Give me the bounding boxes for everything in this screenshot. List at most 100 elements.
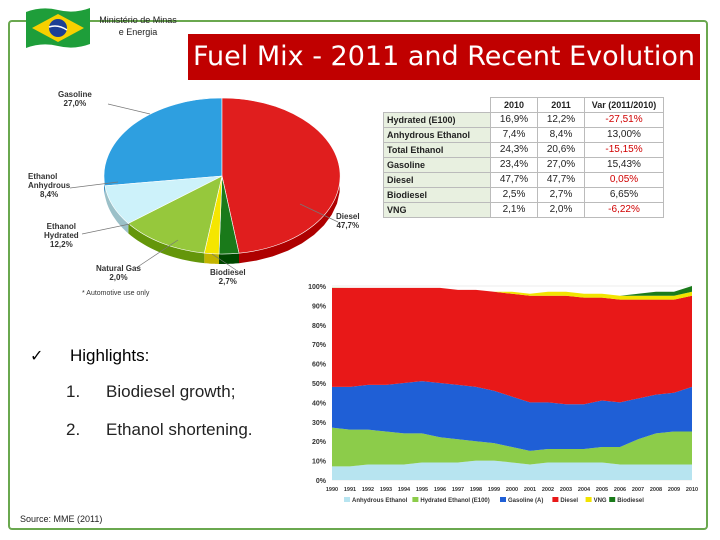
x-tick-label: 1996 <box>434 487 446 493</box>
table-cell-var: 0,05% <box>584 172 664 188</box>
table-cell-label: Gasoline <box>383 157 491 173</box>
table-cell-label: Total Ethanol <box>383 142 491 158</box>
table-cell-var: -15,15% <box>584 142 664 158</box>
table-cell-label: Biodiesel <box>383 187 491 203</box>
x-tick-label: 2010 <box>686 487 698 493</box>
pie-leader-line <box>69 181 119 189</box>
pie-leader-line <box>211 253 237 271</box>
table-row: Diesel 47,7% 47,7% 0,05% <box>383 172 664 188</box>
table-cell-var: 15,43% <box>584 157 664 173</box>
table-cell-var: 6,65% <box>584 187 664 203</box>
x-tick-label: 2009 <box>668 487 680 493</box>
y-tick-label: 0% <box>316 478 327 485</box>
table-cell-2010: 47,7% <box>490 172 538 188</box>
y-tick-label: 20% <box>312 439 327 446</box>
pie-side-biodiesel <box>219 253 239 264</box>
legend-swatch <box>609 497 616 502</box>
table-cell-2010: 16,9% <box>490 112 538 128</box>
highlight-number-2: 2. <box>66 420 81 439</box>
area-series-biodiesel <box>332 286 692 296</box>
table-header-2010: 2010 <box>490 97 538 113</box>
pie-slice-ethanol-hydrated <box>127 175 223 254</box>
x-tick-label: 1993 <box>380 487 392 493</box>
legend-label: Biodiesel <box>617 498 644 504</box>
x-tick-label: 1995 <box>416 487 428 493</box>
y-tick-label: 70% <box>312 342 327 349</box>
table-cell-2011: 8,4% <box>537 127 585 143</box>
y-tick-label: 30% <box>312 420 327 427</box>
table-cell-2011: 47,7% <box>537 172 585 188</box>
slide-frame <box>8 20 708 530</box>
legend-swatch <box>500 497 506 502</box>
y-tick-label: 100% <box>308 284 327 291</box>
x-tick-label: 1997 <box>452 487 464 493</box>
table-header-2011: 2011 <box>537 97 585 113</box>
highlight-text-2: Ethanol shortening. <box>106 420 253 439</box>
pie-label-diesel: Diesel 47,7% <box>336 212 360 230</box>
table-cell-label: VNG <box>383 202 491 218</box>
area-series-vng <box>332 287 692 300</box>
table-row: VNG 2,1% 2,0% -6,22% <box>383 202 664 218</box>
x-tick-label: 2002 <box>542 487 554 493</box>
table-cell-2010: 2,1% <box>490 202 538 218</box>
table-cell-var: 13,00% <box>584 127 664 143</box>
table-cell-2011: 27,0% <box>537 157 585 173</box>
fuel-variation-table: 2010 2011 Var (2011/2010) Hydrated (E100… <box>383 97 664 218</box>
pie-leader-line <box>299 203 339 223</box>
table-cell-2010: 24,3% <box>490 142 538 158</box>
legend-label: Anhydrous Ethanol <box>352 498 408 504</box>
pie-label-eh-line2: Hydrated <box>44 231 79 240</box>
y-tick-label: 80% <box>312 323 327 330</box>
legend-label: VNG <box>594 498 607 504</box>
x-tick-label: 2004 <box>578 487 591 493</box>
y-tick-label: 60% <box>312 362 327 369</box>
legend-label: Diesel <box>560 498 578 504</box>
pie-label-gasoline: Gasoline 27,0% <box>58 90 92 108</box>
pie-label-biodiesel: Biodiesel 2,7% <box>210 268 246 286</box>
pie-slice-gasoline <box>103 97 223 187</box>
table-cell-2010: 2,5% <box>490 187 538 203</box>
y-tick-label: 10% <box>312 459 327 466</box>
table-header-var: Var (2011/2010) <box>584 97 664 113</box>
table-cell-label: Hydrated (E100) <box>383 112 491 128</box>
table-cell-label: Diesel <box>383 172 491 188</box>
area-series-diesel <box>332 287 692 405</box>
table-row: Gasoline 23,4% 27,0% 15,43% <box>383 157 664 173</box>
table-cell-label: Anhydrous Ethanol <box>383 127 491 143</box>
pie-label-eh-pct: 12,2% <box>50 240 73 249</box>
y-tick-label: 90% <box>312 303 327 310</box>
pie-label-bd-pct: 2,7% <box>218 277 237 286</box>
table-cell-2010: 7,4% <box>490 127 538 143</box>
legend-swatch <box>585 497 592 502</box>
pie-side-natural-gas <box>204 253 219 264</box>
table-header-row: 2010 2011 Var (2011/2010) <box>384 97 664 113</box>
x-tick-label: 2008 <box>650 487 662 493</box>
pie-slice-diesel <box>221 97 341 254</box>
x-tick-label: 1999 <box>488 487 500 493</box>
legend-label: Gasoline (A) <box>508 498 543 504</box>
pie-leader-line <box>81 223 131 235</box>
page-title: Fuel Mix - 2011 and Recent Evolution <box>188 34 700 80</box>
x-tick-label: 2006 <box>614 487 626 493</box>
pie-leader-line <box>135 239 179 269</box>
table-cell-2011: 2,7% <box>537 187 585 203</box>
pie-footnote: * Automotive use only <box>82 290 150 297</box>
x-tick-label: 2005 <box>596 487 608 493</box>
y-tick-label: 40% <box>312 400 327 407</box>
checkmark-icon: ✓ <box>30 348 44 365</box>
pie-label-ea-pct: 8,4% <box>40 190 59 199</box>
table-row: Biodiesel 2,5% 2,7% 6,65% <box>383 187 664 203</box>
y-tick-label: 50% <box>312 381 327 388</box>
x-tick-label: 2000 <box>506 487 518 493</box>
pie-side-ethanol-anhydrous <box>104 185 129 234</box>
pie-label-eh-line1: Ethanol <box>46 222 77 231</box>
table-cell-2011: 2,0% <box>537 202 585 218</box>
table-cell-2011: 20,6% <box>537 142 585 158</box>
ministry-name: Ministério de Minas e Energia <box>99 15 177 37</box>
pie-label-ng-pct: 2,0% <box>109 273 128 282</box>
pie-label-ea-line1: Ethanol <box>28 172 58 181</box>
pie-label-ng-name: Natural Gas <box>96 264 141 273</box>
x-tick-label: 2001 <box>524 487 536 493</box>
pie-slice-ethanol-anhydrous <box>104 175 223 224</box>
fuel-mix-pie-chart <box>69 97 341 271</box>
